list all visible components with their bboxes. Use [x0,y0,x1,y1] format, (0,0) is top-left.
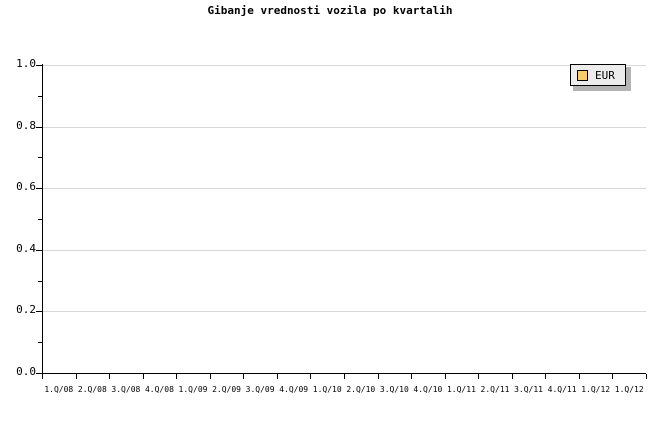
chart-title: Gibanje vrednosti vozila po kvartalih [207,4,453,17]
y-axis-tick-label: 0.8 [16,118,36,132]
x-tick [378,374,379,379]
x-axis-tick-label: 2.Q/09 [212,385,241,394]
x-axis-tick-label: 3.Q/11 [514,385,543,394]
x-tick [512,374,513,379]
x-tick [210,374,211,379]
gridline [42,249,646,251]
x-tick [243,374,244,379]
x-tick [545,374,546,379]
legend-swatch-eur [577,69,588,81]
x-tick [310,374,311,379]
x-tick [478,374,479,379]
y-axis-spine [42,64,43,374]
x-axis-tick-label: 2.Q/10 [346,385,376,394]
y-tick-minor [38,95,42,97]
x-axis-tick-label: 4.Q/10 [413,385,443,394]
gridline [42,188,646,190]
x-axis-tick-label: 4.Q/11 [547,385,577,394]
gridline [42,126,646,128]
x-tick [344,374,345,379]
y-tick-major [36,311,42,313]
y-axis-tick-label: 0.0 [16,365,36,378]
gridline [42,311,646,313]
x-axis-tick-label: 4.Q/09 [279,385,309,394]
y-axis-tick-label: 0.4 [16,241,36,255]
x-axis-tick-label: 3.Q/10 [379,385,409,394]
x-tick [612,374,613,379]
x-tick [143,374,144,379]
x-tick [411,374,412,379]
x-tick [76,374,77,379]
y-tick-major [36,126,42,128]
x-axis-spine [42,373,646,374]
y-tick-minor [38,280,42,282]
x-tick [445,374,446,379]
y-tick-minor [38,342,42,344]
x-axis-tick-label: 1.Q/10 [312,385,342,394]
x-axis-tick-label: 1.Q/12 [614,385,644,394]
y-tick-major [36,188,42,190]
x-axis-tick-label: 1.Q/09 [178,385,208,394]
y-axis-labels: 0.0 0.2 0.4 0.6 0.8 1.0 [0,0,36,440]
x-axis-tick-label: 1.Q/12 [581,385,611,394]
y-tick-minor [38,219,42,220]
y-tick-major [36,65,42,66]
x-tick [109,374,110,379]
x-axis-tick-label: 3.Q/08 [111,385,141,394]
legend-label-eur: EUR [595,68,615,82]
y-axis-tick-label: 1.0 [16,57,36,70]
gridline [42,65,646,66]
x-axis-tick-label: 3.Q/09 [245,385,275,394]
x-axis-tick-label: 2.Q/11 [480,385,510,394]
y-axis-tick-label: 0.2 [16,303,36,317]
y-tick-major [36,249,42,251]
y-axis-tick-label: 0.6 [16,180,36,194]
x-axis-tick-label: 2.Q/08 [77,385,107,394]
x-axis-tick-label: 1.Q/08 [44,385,74,394]
x-tick [277,374,278,379]
x-axis-tick-label: 4.Q/08 [144,385,174,394]
chart-legend[interactable]: EUR [570,64,626,86]
plot-area [42,65,646,374]
x-axis-tick-label: 1.Q/11 [446,385,476,394]
x-tick [579,374,580,379]
y-tick-minor [38,157,42,159]
x-tick [42,374,43,379]
x-tick [646,374,647,379]
y-tick-major [36,373,42,374]
x-tick [176,374,177,379]
